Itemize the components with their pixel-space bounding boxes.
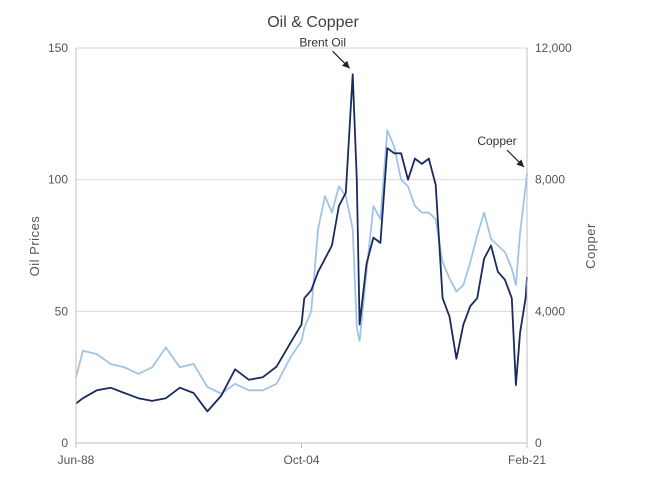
x-tick-label: Jun-88 bbox=[58, 453, 95, 467]
annotation-arrow bbox=[332, 50, 351, 69]
chart-title: Oil & Copper bbox=[267, 14, 359, 31]
annotation-copper: Copper bbox=[477, 134, 516, 148]
gridlines bbox=[76, 47, 527, 312]
left-tick-label: 50 bbox=[55, 304, 69, 318]
right-tick-label: 8,000 bbox=[535, 173, 565, 187]
axes bbox=[75, 48, 528, 444]
right-tick-label: 12,000 bbox=[535, 41, 572, 55]
right-axis-ticks: 0 4,000 8,000 12,000 bbox=[535, 41, 572, 450]
right-tick-label: 4,000 bbox=[535, 304, 565, 318]
series-line-brent-oil bbox=[75, 73, 528, 413]
right-axis-label: Copper bbox=[583, 223, 598, 269]
annotation-arrow bbox=[506, 149, 525, 168]
left-tick-label: 100 bbox=[48, 173, 68, 187]
series-line-copper bbox=[75, 129, 528, 395]
left-axis-ticks: 0 50 100 150 bbox=[48, 41, 68, 450]
right-tick-label: 0 bbox=[535, 436, 542, 450]
x-tick-label: Feb-21 bbox=[508, 453, 546, 467]
series-layer bbox=[75, 73, 528, 413]
left-axis-label: Oil Prices bbox=[27, 216, 42, 277]
left-tick-label: 0 bbox=[61, 436, 68, 450]
annotations: Brent Oil Copper bbox=[299, 35, 525, 168]
annotation-brent-oil: Brent Oil bbox=[299, 35, 346, 49]
x-axis-ticks: Jun-88 Oct-04 Feb-21 bbox=[58, 443, 546, 467]
left-tick-label: 150 bbox=[48, 41, 68, 55]
x-tick-label: Oct-04 bbox=[283, 453, 319, 467]
